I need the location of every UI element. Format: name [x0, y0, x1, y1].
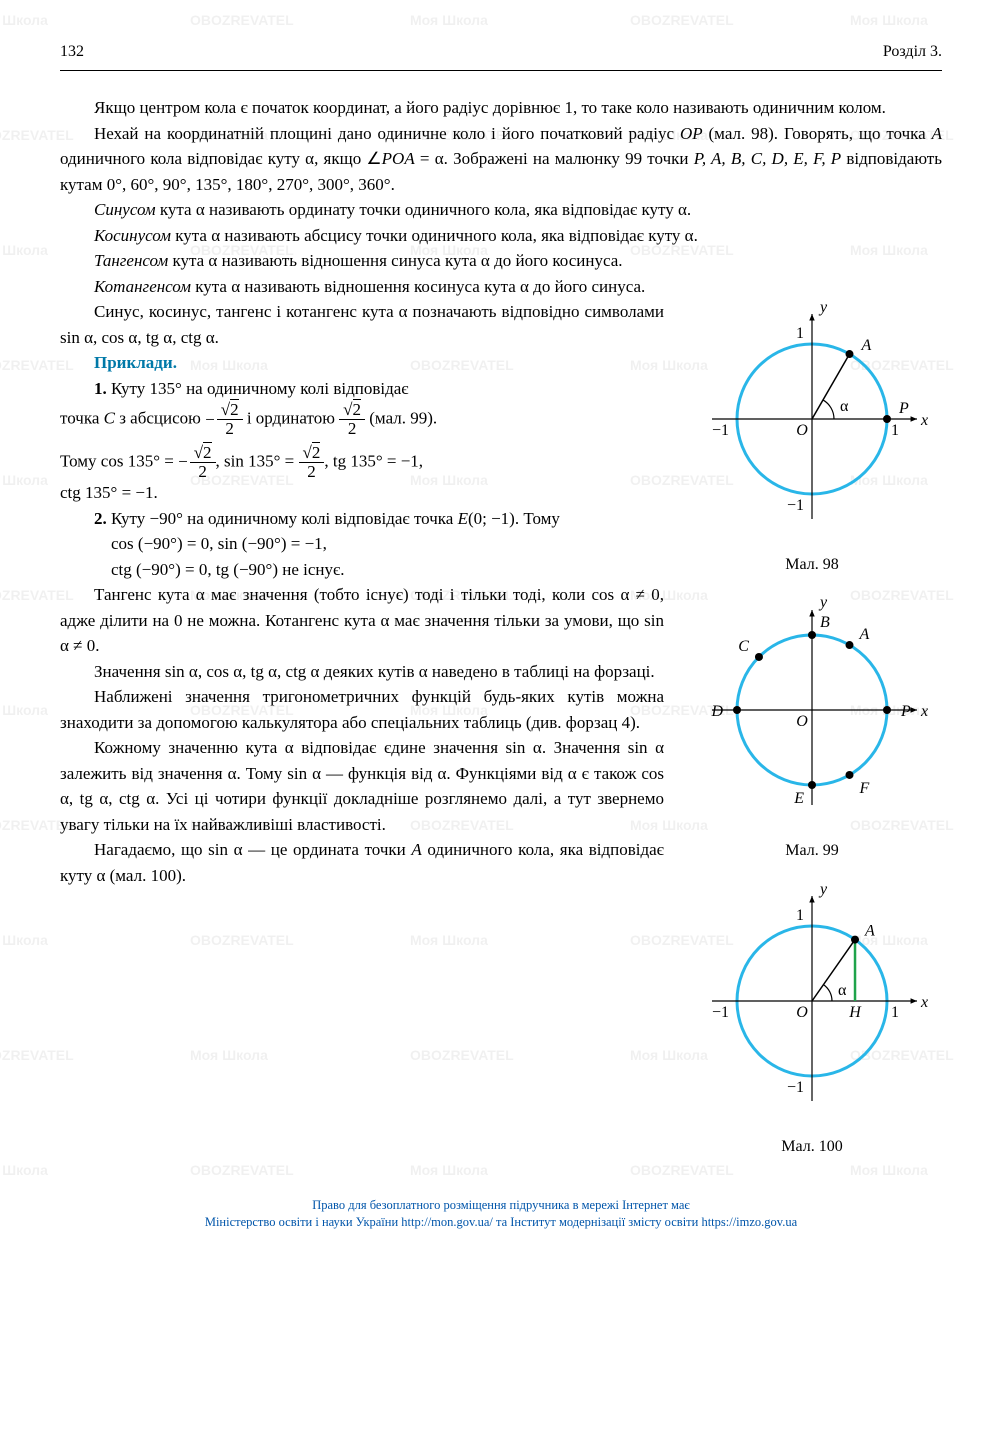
page-number: 132: [60, 40, 84, 64]
svg-text:F: F: [859, 780, 870, 797]
svg-text:A: A: [864, 923, 875, 940]
svg-text:x: x: [920, 994, 928, 1011]
para-approx: Наближені значення тригонометричних функ…: [60, 684, 664, 735]
header-rule: [60, 70, 942, 71]
svg-text:E: E: [793, 790, 804, 807]
svg-text:D: D: [710, 703, 723, 720]
svg-text:−1: −1: [787, 1079, 804, 1096]
svg-text:−1: −1: [712, 422, 729, 439]
svg-text:O: O: [796, 713, 808, 730]
svg-text:1: 1: [796, 325, 804, 342]
svg-text:H: H: [848, 1004, 862, 1021]
svg-text:1: 1: [796, 907, 804, 924]
examples-label: Приклади.: [60, 350, 664, 376]
svg-text:O: O: [796, 1004, 808, 1021]
svg-text:y: y: [818, 881, 828, 898]
para-recall: Нагадаємо, що sin α — це ордината точки …: [60, 837, 664, 888]
para-symbols: Синус, косинус, тангенс і котангенс кута…: [60, 299, 664, 350]
svg-text:A: A: [861, 337, 872, 354]
svg-text:1: 1: [891, 1004, 899, 1021]
example-1-line2: точка C з абсцисою −√22 і ординатою √22 …: [60, 401, 664, 438]
para-sinus: Синусом кута α називають ординату точки …: [60, 197, 942, 223]
example-2-line2: cos (−90°) = 0, sin (−90°) = −1,: [60, 531, 664, 557]
para-1: Якщо центром кола є початок координат, а…: [60, 95, 942, 121]
svg-text:x: x: [920, 412, 928, 429]
svg-text:C: C: [738, 638, 749, 655]
para-tangens: Тангенсом кута α називають відношення си…: [60, 248, 942, 274]
figure-100: −1 1 1 −1 x y O A Hα: [692, 881, 932, 1121]
svg-text:P: P: [898, 400, 909, 417]
example-2-line3: ctg (−90°) = 0, tg (−90°) не існує.: [60, 557, 664, 583]
figure-99: P A B C D E F Ox y: [692, 595, 932, 825]
section-label: Розділ 3.: [883, 40, 942, 64]
svg-text:α: α: [838, 982, 847, 999]
para-table-ref: Значення sin α, cos α, tg α, ctg α деяки…: [60, 659, 664, 685]
figure-100-caption: Мал. 100: [781, 1135, 842, 1159]
figure-98-caption: Мал. 98: [785, 553, 838, 577]
svg-text:x: x: [920, 703, 928, 720]
para-tan-exists: Тангенс кута α має значення (тобто існує…: [60, 582, 664, 659]
svg-text:A: A: [859, 626, 870, 643]
para-functions: Кожному значенню кута α відповідає єдине…: [60, 735, 664, 837]
svg-text:P: P: [900, 703, 911, 720]
footer-note: Право для безоплатного розміщення підруч…: [60, 1197, 942, 1231]
figure-98: −1 1 1 −1 x y O A Pα: [692, 299, 932, 539]
example-1-line1: 1. Куту 135° на одиничному колі відповід…: [60, 376, 664, 402]
example-1-line3: Тому cos 135° = −√22, sin 135° = √22, tg…: [60, 444, 664, 481]
footer-link-mon[interactable]: http://mon.gov.ua/: [401, 1215, 493, 1229]
example-1-line4: ctg 135° = −1.: [60, 480, 664, 506]
para-cosinus: Косинусом кута α називають абсцису точки…: [60, 223, 942, 249]
para-2: Нехай на координатній площині дано одини…: [60, 121, 942, 198]
svg-text:α: α: [840, 398, 849, 415]
svg-text:B: B: [820, 614, 830, 631]
para-cotangens: Котангенсом кута α називають відношення …: [60, 274, 942, 300]
svg-text:y: y: [818, 595, 828, 611]
svg-text:y: y: [818, 299, 828, 316]
svg-text:1: 1: [891, 422, 899, 439]
figure-99-caption: Мал. 99: [785, 839, 838, 863]
svg-text:−1: −1: [712, 1004, 729, 1021]
example-2-line1: 2. Куту −90° на одиничному колі відповід…: [60, 506, 664, 532]
footer-link-imzo[interactable]: https://imzo.gov.ua: [701, 1215, 797, 1229]
svg-text:−1: −1: [787, 497, 804, 514]
svg-text:O: O: [796, 422, 808, 439]
